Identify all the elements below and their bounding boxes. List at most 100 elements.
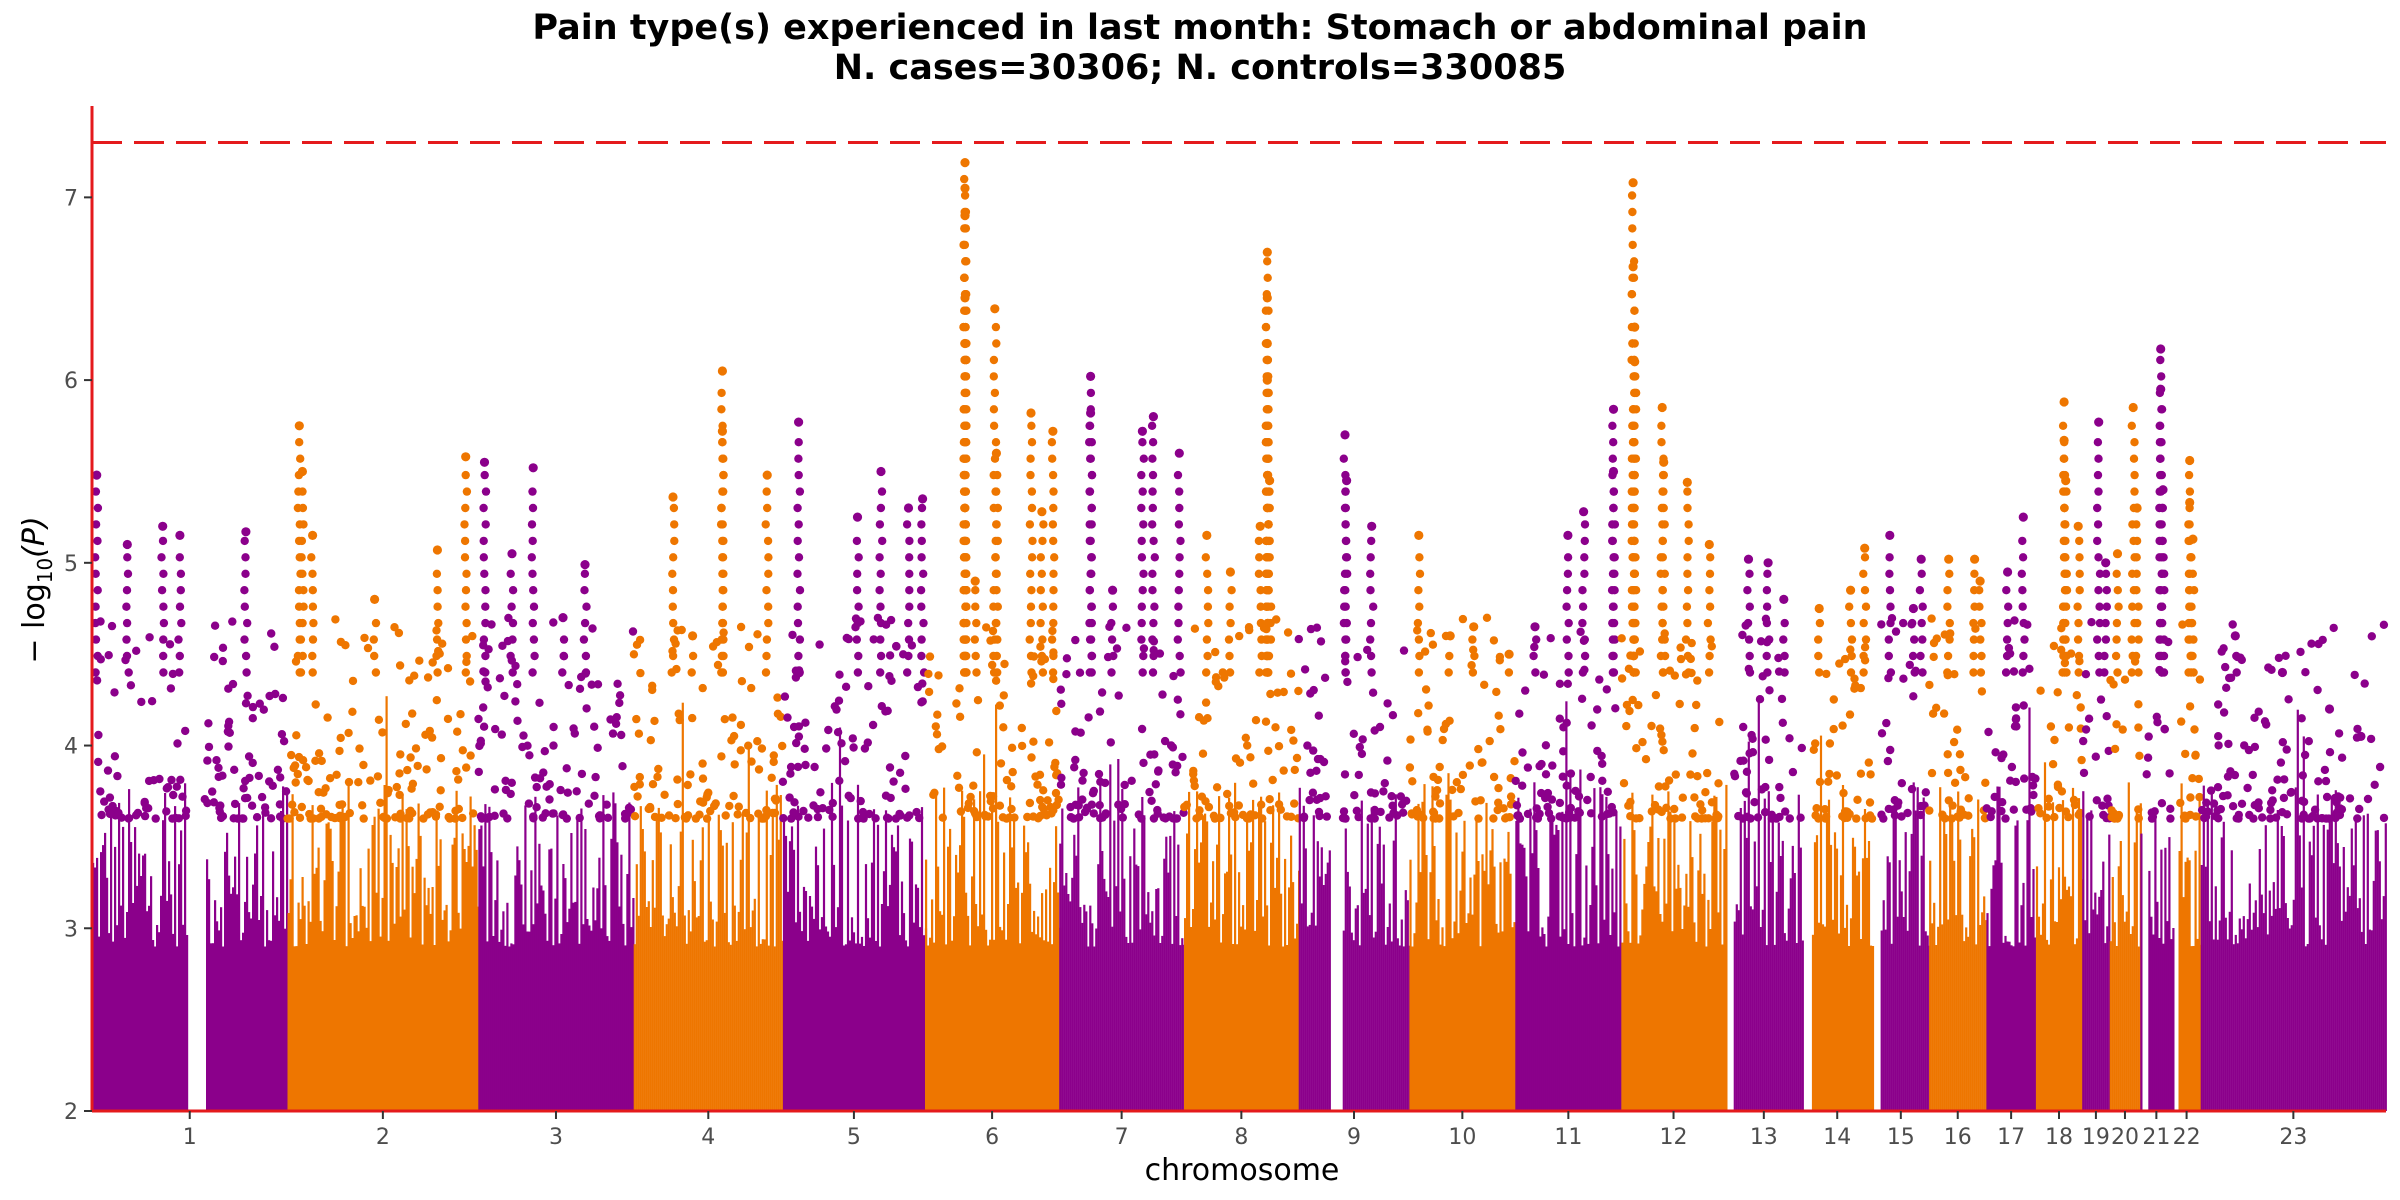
peak-column-point [1631, 388, 1641, 398]
data-point [648, 685, 657, 695]
peak-column-point [307, 553, 316, 562]
peak-column-point [530, 651, 539, 661]
point-column [1362, 892, 1365, 1111]
data-point [1775, 782, 1784, 792]
data-point [1070, 763, 1079, 772]
data-point [2268, 786, 2277, 795]
data-point [618, 762, 627, 771]
data-point [840, 757, 850, 766]
point-column [1537, 868, 1540, 1111]
point-column [234, 856, 237, 1111]
point-column [665, 924, 668, 1111]
point-column [1001, 930, 1004, 1111]
data-point [1051, 788, 1061, 798]
point-column [482, 866, 485, 1111]
data-point [1548, 761, 1557, 770]
point-column [906, 946, 910, 1111]
point-column [242, 932, 245, 1111]
peak-column-point [2102, 586, 2111, 595]
point-column [228, 875, 231, 1111]
data-point [2191, 750, 2200, 759]
peak-column-point [1108, 602, 1118, 611]
peak-column-point [1225, 668, 1235, 677]
point-column [2113, 922, 2116, 1111]
peak-column-point [794, 520, 803, 529]
peak-column-point [971, 651, 980, 661]
data-point [240, 794, 250, 803]
data-point [1748, 748, 1758, 757]
point-column [1531, 853, 1534, 1111]
peak-column-point [1706, 553, 1715, 562]
point-column [415, 858, 418, 1111]
point-column [1890, 943, 1893, 1111]
peak-column-point [687, 668, 696, 677]
point-column [1206, 821, 1209, 1111]
peak-column-point [2062, 668, 2071, 677]
peak-column-point [1049, 586, 1058, 595]
data-point [1555, 798, 1565, 808]
point-column [1871, 946, 1875, 1111]
point-column [1892, 807, 1895, 1111]
data-point [1785, 814, 1795, 823]
point-column [2084, 920, 2087, 1111]
peak-column-point [875, 553, 884, 562]
data-point [1007, 782, 1016, 791]
peak-column-point [1628, 224, 1637, 233]
point-column [1833, 832, 1837, 1111]
data-point [2332, 798, 2341, 807]
x-tick-label-chr-20: 20 [2111, 1125, 2139, 1150]
data-point [283, 814, 292, 823]
peak-point [1086, 371, 1096, 381]
point-column [1157, 888, 1160, 1111]
data-point [1026, 679, 1036, 688]
peak-column-point [991, 618, 1000, 628]
point-column [2016, 820, 2019, 1111]
peak-column-point [481, 520, 490, 529]
peak-point [717, 366, 728, 376]
peak-point [970, 576, 980, 586]
peak-column-point [159, 618, 169, 628]
peak-column-point [1886, 618, 1895, 628]
point-column [510, 943, 513, 1111]
point-column [1380, 883, 1383, 1111]
peak-column-point [2002, 651, 2012, 661]
data-point [132, 646, 141, 655]
data-point [1825, 739, 1835, 748]
peak-point [2277, 667, 2287, 678]
peak-column-point [961, 372, 970, 381]
data-point [1354, 812, 1363, 822]
point-column [1533, 782, 1536, 1111]
peak-column-point [794, 454, 803, 463]
peak-column-point [1631, 618, 1640, 628]
point-column [1675, 888, 1678, 1111]
point-column [1342, 930, 1345, 1111]
point-column [2248, 883, 2251, 1111]
data-point [525, 751, 534, 760]
data-point [2254, 707, 2263, 716]
data-point [613, 679, 622, 688]
peak-column-point [2112, 618, 2122, 628]
point-column [806, 940, 810, 1111]
chromosome-2-points [283, 421, 480, 1111]
data-point [298, 756, 308, 765]
peak-column-point [1445, 651, 1454, 661]
peak-column-point [905, 536, 914, 546]
data-point [1388, 801, 1397, 810]
peak-point [1504, 649, 1514, 659]
point-column [2127, 782, 2130, 1111]
peak-column-point [581, 668, 591, 677]
point-column [2133, 842, 2136, 1111]
point-column [484, 804, 487, 1111]
point-column [1859, 939, 1863, 1111]
peak-point [1682, 477, 1692, 487]
point-column [568, 908, 571, 1111]
point-column [146, 911, 149, 1111]
point-column [830, 782, 834, 1111]
peak-column-point [1107, 668, 1116, 677]
data-point [1760, 808, 1770, 817]
point-column [278, 920, 281, 1111]
peak-column-point [971, 586, 980, 595]
peak-column-point [992, 339, 1001, 348]
data-point [273, 765, 283, 774]
point-column [395, 867, 398, 1111]
